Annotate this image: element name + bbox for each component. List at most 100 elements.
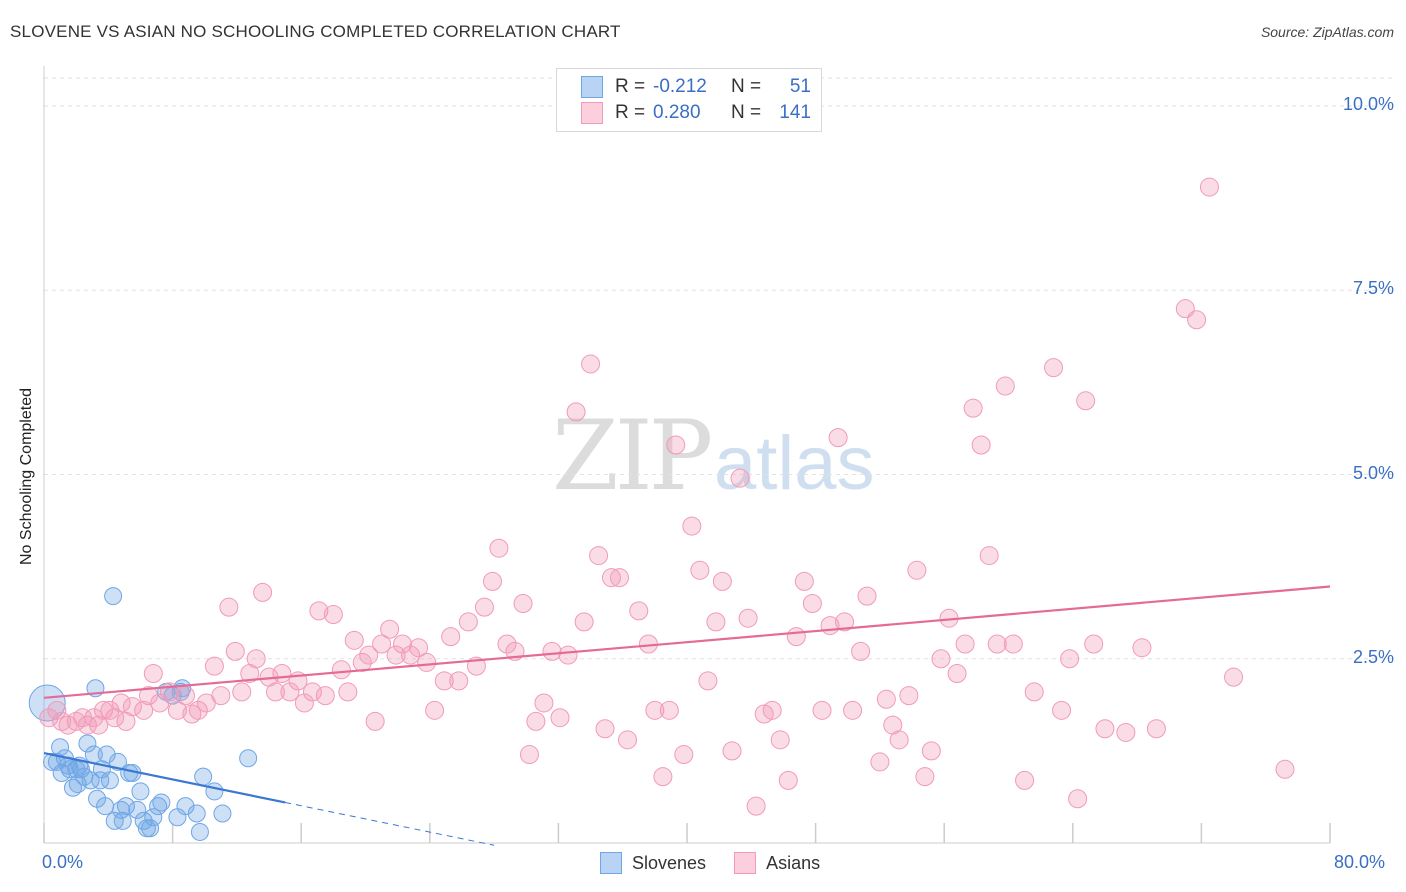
- slovene-point: [81, 771, 100, 790]
- slovene-point: [239, 749, 258, 768]
- asian-point: [1146, 719, 1166, 739]
- legend-n-label: N =: [731, 102, 762, 123]
- asian-point: [1076, 391, 1096, 411]
- asian-point: [401, 645, 421, 665]
- asian-point: [1199, 177, 1219, 197]
- asian-point: [372, 634, 392, 654]
- asian-point: [359, 645, 379, 665]
- asian-point: [52, 711, 72, 731]
- legend-n-value: 51: [789, 76, 811, 97]
- asian-point: [618, 730, 638, 750]
- y-tick-label: 2.5%: [1352, 646, 1394, 667]
- asian-point: [682, 516, 702, 536]
- asian-point: [955, 634, 975, 654]
- asian-point: [566, 402, 586, 422]
- asian-point: [601, 568, 621, 588]
- asian-point: [182, 704, 202, 724]
- asian-point: [794, 571, 814, 591]
- asian-point: [802, 593, 822, 613]
- asian-point: [1003, 634, 1023, 654]
- asian-point: [876, 689, 896, 709]
- slovene-point: [108, 752, 127, 771]
- asian-point: [574, 612, 594, 632]
- asian-point: [698, 671, 718, 691]
- slovene-point: [213, 804, 232, 823]
- asians-points: [39, 177, 1295, 816]
- source-credit: Source: ZipAtlas.com: [1260, 24, 1394, 40]
- y-tick-label: 7.5%: [1352, 278, 1394, 299]
- asian-point: [111, 693, 131, 713]
- asian-point: [907, 560, 927, 580]
- asian-point: [762, 700, 782, 720]
- asian-point: [1052, 700, 1072, 720]
- asian-point: [653, 767, 673, 787]
- asian-point: [542, 641, 562, 661]
- asian-point: [352, 652, 372, 672]
- grid-lines: [44, 77, 1394, 660]
- asian-point: [746, 796, 766, 816]
- asian-point: [828, 428, 848, 448]
- watermark-atlas: atlas: [714, 421, 875, 506]
- asian-point: [1084, 634, 1104, 654]
- asian-point: [915, 767, 935, 787]
- slovene-point: [128, 800, 147, 819]
- slovene-point: [113, 811, 132, 830]
- legend-swatch-blue: [581, 76, 603, 98]
- asian-point: [232, 682, 252, 702]
- asian-point: [778, 770, 798, 790]
- asian-point: [458, 612, 478, 632]
- asians-trend-line: [43, 585, 1331, 699]
- asian-point: [93, 700, 113, 720]
- slovene-point: [116, 797, 135, 816]
- slovene-point: [131, 782, 150, 801]
- asian-point: [706, 612, 726, 632]
- slovene-point: [194, 767, 213, 786]
- asian-point: [143, 663, 163, 683]
- asian-point: [947, 663, 967, 683]
- legend-item-slovenes: Slovenes: [600, 852, 706, 874]
- asian-point: [138, 686, 158, 706]
- stats-legend: R = -0.212 N = 51 R = 0.280 N = 141: [556, 68, 822, 132]
- legend-n-label: N =: [731, 76, 762, 97]
- asians-swatch: [734, 852, 757, 874]
- asian-point: [730, 468, 750, 488]
- slovene-point: [187, 804, 206, 823]
- x-tick-min: 0.0%: [42, 852, 84, 872]
- legend-r-value: -0.212: [653, 76, 707, 97]
- asian-point: [380, 619, 400, 639]
- legend-row-asians: R = 0.280 N = 141: [581, 100, 811, 126]
- slovenes-trend-line: [43, 752, 286, 804]
- asian-point: [534, 693, 554, 713]
- asian-point: [122, 697, 142, 717]
- asian-point: [134, 700, 154, 720]
- asian-point: [595, 719, 615, 739]
- asian-point: [812, 700, 832, 720]
- asian-point: [315, 686, 335, 706]
- y-tick-label: 5.0%: [1352, 462, 1394, 483]
- asian-point: [39, 708, 59, 728]
- asian-point: [921, 741, 941, 761]
- legend-r-value: 0.280: [653, 102, 701, 123]
- asians-label: Asians: [766, 852, 821, 873]
- asian-point: [1116, 722, 1136, 742]
- asian-point: [995, 376, 1015, 396]
- asian-point: [219, 597, 239, 617]
- asian-point: [331, 660, 351, 680]
- asian-point: [870, 752, 890, 772]
- asian-point: [280, 682, 300, 702]
- asian-point: [609, 568, 629, 588]
- asian-point: [857, 586, 877, 606]
- slovene-point: [141, 819, 160, 838]
- asian-point: [175, 686, 195, 706]
- asian-point: [89, 715, 109, 735]
- asian-point: [409, 638, 429, 658]
- y-tick-label: 10.0%: [1342, 94, 1394, 114]
- asian-point: [513, 593, 533, 613]
- asian-point: [497, 634, 517, 654]
- x-tick-max: 80.0%: [1334, 852, 1386, 872]
- slovene-point: [104, 587, 123, 606]
- asian-point: [979, 546, 999, 566]
- asian-point: [441, 627, 461, 647]
- legend-r-label: R =: [615, 76, 646, 97]
